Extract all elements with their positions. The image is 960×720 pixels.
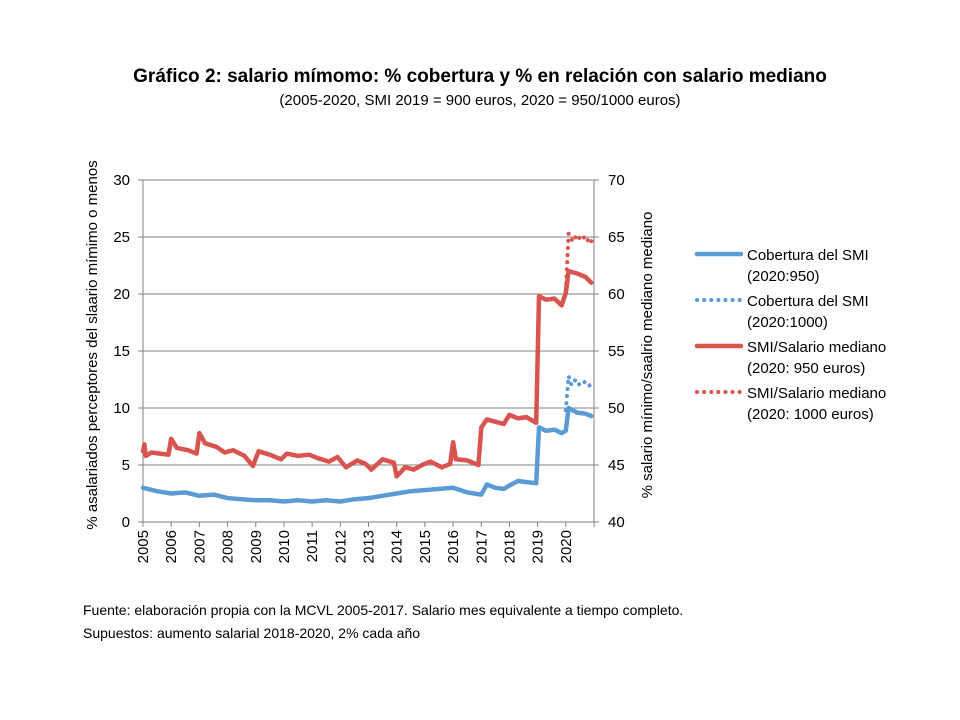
legend-label-sub: (2020:950) xyxy=(747,268,820,285)
x-tick-label: 2018 xyxy=(501,530,518,563)
y-axis-right-title: % salario mínimo/saalrio mediano mediano xyxy=(639,212,656,499)
series-line xyxy=(563,374,595,413)
y-left-tick-label: 20 xyxy=(113,286,130,303)
y-right-tick-label: 55 xyxy=(608,343,625,360)
y-right-tick-label: 40 xyxy=(608,514,625,531)
y-right-tick-label: 60 xyxy=(608,286,625,303)
legend-label: SMI/Salario mediano xyxy=(747,385,886,402)
x-tick-label: 2006 xyxy=(163,530,180,563)
y-right-tick-label: 65 xyxy=(608,229,625,246)
chart-title: Gráfico 2: salario mímomo: % cobertura y… xyxy=(133,66,827,87)
y-right-tick-label: 70 xyxy=(608,172,625,189)
series-line xyxy=(140,268,594,479)
x-tick-label: 2010 xyxy=(276,530,293,563)
legend-label: Cobertura del SMI xyxy=(747,247,869,264)
y-left-tick-label: 0 xyxy=(122,514,130,531)
x-tick-label: 2017 xyxy=(473,530,490,563)
y-left-tick-label: 5 xyxy=(122,457,130,474)
x-tick-label: 2013 xyxy=(361,530,378,563)
footnote-source: Fuente: elaboración propia con la MCVL 2… xyxy=(83,602,684,618)
y-left-tick-label: 15 xyxy=(113,343,130,360)
x-tick-label: 2007 xyxy=(191,530,208,563)
x-tick-label: 2005 xyxy=(135,530,152,563)
y-right-tick-label: 45 xyxy=(608,457,625,474)
x-tick-label: 2011 xyxy=(304,530,321,562)
y-left-tick-label: 30 xyxy=(113,172,130,189)
legend-label: Cobertura del SMI xyxy=(747,293,869,310)
legend-label: SMI/Salario mediano xyxy=(747,339,886,356)
y-axis-left-title: % asalariados perceptores del slaario mí… xyxy=(84,160,101,529)
y-left-tick-label: 25 xyxy=(113,229,130,246)
x-tick-label: 2015 xyxy=(417,530,434,563)
x-tick-label: 2008 xyxy=(220,530,237,563)
x-tick-label: 2012 xyxy=(332,530,349,563)
x-tick-label: 2019 xyxy=(530,530,547,563)
legend-label-sub: (2020: 1000 euros) xyxy=(747,406,874,423)
y-right-tick-label: 50 xyxy=(608,400,625,417)
series-line xyxy=(563,231,595,293)
x-tick-label: 2016 xyxy=(445,530,462,563)
x-tick-label: 2020 xyxy=(558,530,575,563)
legend-label-sub: (2020: 950 euros) xyxy=(747,360,865,377)
x-tick-label: 2014 xyxy=(389,530,406,563)
legend-label-sub: (2020:1000) xyxy=(747,314,828,331)
x-tick-label: 2009 xyxy=(248,530,265,563)
footnote-assumptions: Supuestos: aumento salarial 2018-2020, 2… xyxy=(83,625,421,641)
series-line xyxy=(140,405,594,504)
y-left-tick-label: 10 xyxy=(113,400,130,417)
chart-subtitle: (2005-2020, SMI 2019 = 900 euros, 2020 =… xyxy=(279,92,681,109)
